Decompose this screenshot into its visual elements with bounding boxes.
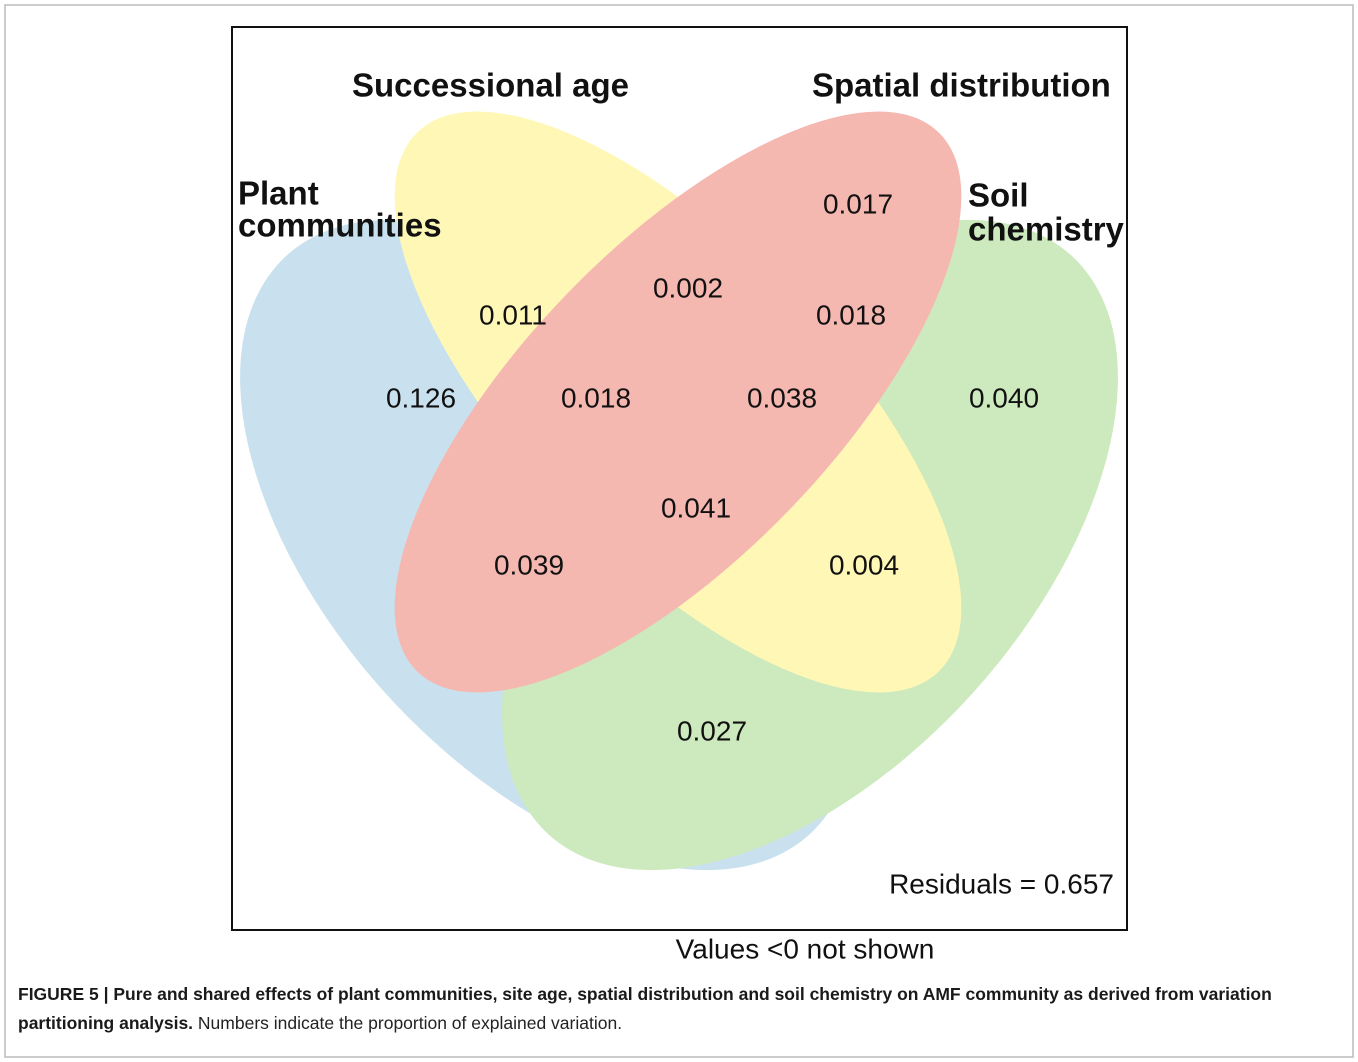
sets <box>240 111 1118 871</box>
caption-text: Numbers indicate the proportion of expla… <box>197 1013 623 1033</box>
set-label: Spatial distribution <box>812 67 1111 104</box>
region-value: 0.017 <box>823 188 893 219</box>
set-label: Soil <box>968 177 1029 214</box>
set-label: Successional age <box>352 67 629 104</box>
region-value: 0.039 <box>494 549 564 580</box>
plot-frame <box>231 26 1128 931</box>
caption-bold: FIGURE 5 | Pure and shared effects of pl… <box>18 984 1272 1033</box>
region-value: 0.011 <box>479 299 547 330</box>
caption: FIGURE 5 | Pure and shared effects of pl… <box>18 980 1338 1038</box>
set-label: Plant <box>238 175 319 212</box>
set-label: communities <box>238 207 442 244</box>
region-value: 0.002 <box>653 272 723 303</box>
set-label: chemistry <box>968 211 1125 248</box>
set-spatial <box>394 111 962 693</box>
residuals: Residuals = 0.657 <box>889 868 1114 899</box>
region-value: 0.041 <box>661 492 731 523</box>
region-value: 0.027 <box>677 715 747 746</box>
region-value: 0.126 <box>386 382 456 413</box>
note: Values <0 not shown <box>676 933 935 964</box>
region-value: 0.040 <box>969 382 1039 413</box>
figure-frame <box>4 4 1354 1058</box>
region-value: 0.004 <box>829 549 899 580</box>
region-value: 0.018 <box>561 382 631 413</box>
region-value: 0.038 <box>747 382 817 413</box>
region-value: 0.018 <box>816 299 886 330</box>
